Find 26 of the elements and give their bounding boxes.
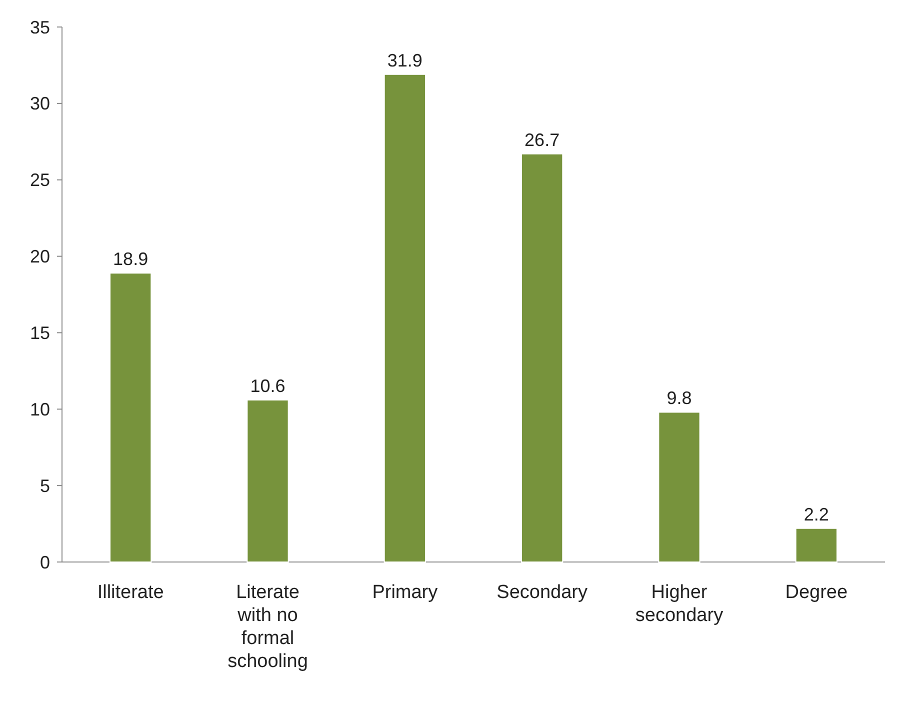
x-tick-label: Secondary: [496, 582, 588, 603]
x-tick-label: Higher secondary: [635, 582, 724, 626]
y-tick-label: 10: [30, 399, 50, 420]
y-tick-label: 5: [40, 476, 50, 496]
bar: [795, 528, 838, 562]
y-tick-label: 0: [40, 552, 50, 572]
data-label: 2.2: [804, 504, 829, 524]
data-label: 18.9: [113, 249, 148, 270]
x-tick-label: Primary: [372, 582, 438, 603]
bar: [658, 412, 700, 562]
x-tick-label: Degree: [785, 582, 848, 603]
bar: [384, 74, 426, 562]
x-tick-label: Illiterate: [97, 582, 164, 603]
x-tick-label: Literate with no formal schooling: [228, 582, 308, 672]
bar: [110, 272, 152, 562]
data-label: 26.7: [524, 130, 560, 150]
y-tick-label: 25: [30, 170, 50, 190]
bar: [246, 399, 289, 562]
bar: [521, 153, 564, 562]
data-label: 10.6: [250, 376, 286, 396]
y-tick-label: 20: [30, 246, 50, 267]
data-label: 9.8: [666, 388, 692, 408]
data-label: 31.9: [387, 50, 422, 70]
y-tick-label: 15: [30, 323, 50, 344]
y-tick-label: 30: [30, 94, 50, 114]
y-tick-label: 35: [30, 17, 50, 38]
